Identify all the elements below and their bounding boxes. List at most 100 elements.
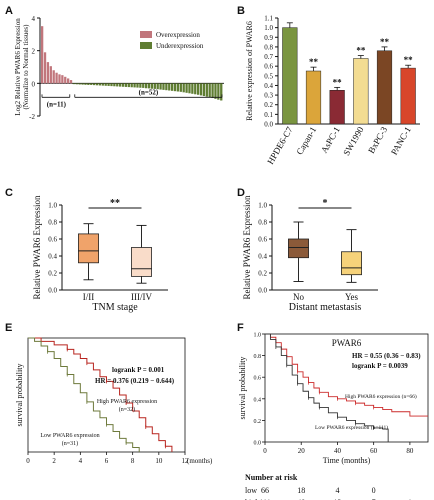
panel-e-x-tick-label: 10 <box>155 457 163 465</box>
panel-c-x-tick-label: III/IV <box>131 292 152 302</box>
panel-e-series-label: Low PWAR6 expression <box>40 433 99 439</box>
panel-e-x-tick-label: 8 <box>131 457 135 465</box>
panel-f-km-curve <box>265 333 389 442</box>
panel-a-bar <box>133 83 136 88</box>
panel-a-legend-label: Overexpression <box>156 31 200 39</box>
panel-a-bar <box>67 78 70 84</box>
panel-d-y-label: Relative PWAR6 Expression <box>242 195 252 299</box>
panel-f-risk-value: 18 <box>297 486 305 495</box>
panel-e-km-curve <box>28 337 173 452</box>
panel-a-bar <box>147 83 151 89</box>
panel-f-x-tick-label: 0 <box>263 447 267 455</box>
panel-label-e: E <box>5 322 12 334</box>
panel-a-bar <box>81 83 84 85</box>
panel-b: 0.0 0.1 0.20.3 0.4 0.50.6 0.7 0.80.9 1.01.1 HPDE… <box>245 15 420 166</box>
panel-f-series-label: High PWAR6 expression (n=66) <box>345 393 417 400</box>
panel-a-bar <box>185 83 188 93</box>
panel-e-stat: HR = 0.376 (0.219 − 0.644) <box>95 377 175 385</box>
panel-a-bar <box>78 83 81 85</box>
panel-c-box <box>131 247 152 277</box>
panel-a-bar <box>156 83 159 90</box>
panel-c-y-tick-label: 0.8 <box>48 219 57 227</box>
panel-a-bar <box>127 83 130 88</box>
panel-a-bar <box>64 76 67 84</box>
panel-a-legend-swatch <box>140 42 152 49</box>
panel-a-bar <box>176 83 180 92</box>
panel-b-y-tick-label: 0.6 <box>264 63 273 71</box>
panel-e: 0 2 4 6 8 10 12(months) survival probability log… <box>15 337 213 465</box>
panel-b-x-tick-label: BxPC-3 <box>366 125 389 156</box>
panel-a-bar <box>55 72 58 84</box>
panel-a-bar <box>171 83 174 91</box>
panel-c-x-tick-label: I/II <box>83 292 95 302</box>
panel-c-x-label: TNM stage <box>92 302 138 313</box>
panel-a-bar <box>188 83 191 94</box>
panel-b-significance: ** <box>356 46 366 56</box>
panel-c-y-tick-label: 0.6 <box>48 236 57 244</box>
panel-a-y-label: (Normalize to Normal tissues) <box>22 24 30 110</box>
panel-f-y-tick-label: 0.0 <box>254 441 262 447</box>
panel-c-y-tick-label: 0.0 <box>48 287 57 295</box>
panel-a-y-tick-label: 2 <box>32 48 36 56</box>
panel-a-bar <box>136 83 139 88</box>
panel-f-frame <box>264 333 429 443</box>
panel-a-bar <box>130 83 133 88</box>
panel-a-bar <box>214 83 217 99</box>
panel-a-bar <box>211 83 214 99</box>
panel-e-x-tick-label: 12 <box>182 457 190 465</box>
panel-a-bar <box>182 83 185 93</box>
panel-a-bar <box>116 83 119 87</box>
panel-b-y-tick-label: 0.3 <box>264 92 273 100</box>
panel-a-bar <box>168 83 171 91</box>
panel-label-a: A <box>5 5 13 17</box>
panel-a-bar <box>153 83 156 89</box>
panel-b-bar <box>282 27 298 125</box>
panel-f-x-label: Time (months) <box>323 456 371 465</box>
panel-e-y-label: survival probability <box>15 364 24 427</box>
panel-a-bar <box>69 80 73 84</box>
panel-c-y-tick-label: 1.0 <box>48 202 57 210</box>
panel-f-risk-value: 13 <box>333 498 341 500</box>
panel-e-series-n: (n=32) <box>119 406 135 413</box>
panel-label-b: B <box>237 5 245 17</box>
panel-e-x-label: (months) <box>187 457 213 465</box>
panel-b-y-tick-label: 0.1 <box>264 111 273 119</box>
panel-e-x-tick-label: 4 <box>79 457 83 465</box>
panel-a-bar <box>124 83 128 87</box>
panel-a-bar <box>101 83 104 86</box>
panel-label-f: F <box>237 322 244 334</box>
panel-b-bar <box>376 50 393 125</box>
panel-b-x-tick-label: SW1990 <box>341 125 366 158</box>
panel-e-series-label: High PWAR6 expression <box>97 399 157 405</box>
panel-a-bar <box>43 52 47 84</box>
panel-a-bar <box>217 83 220 100</box>
panel-b-y-tick-label: 1.1 <box>264 15 273 23</box>
panel-e-x-tick-label: 6 <box>105 457 109 465</box>
panel-f-risk-row-label: low <box>245 486 257 495</box>
panel-a: -2 0 2 4 (n=11) (n=52) Overexpression Underexpr… <box>14 15 224 121</box>
panel-c-box <box>78 233 99 264</box>
panel-a-bar <box>220 83 223 101</box>
panel-f-y-label: survival probability <box>238 357 247 420</box>
panel-f-x-tick-label: 40 <box>334 447 342 455</box>
panel-a-bar <box>46 62 50 84</box>
panel-a-y-label: Log2 Relative PWAR6 Expression <box>14 18 22 116</box>
panel-a-bar <box>113 83 116 87</box>
panel-b-y-tick-label: 0.2 <box>264 101 273 109</box>
panel-b-y-tick-label: 0.8 <box>264 43 273 51</box>
panel-d: 0.0 0.2 0.4 0.6 0.8 1.0 No Yes * Distant metastas… <box>242 195 378 313</box>
panel-f-stat: logrank P = 0.0039 <box>352 362 408 370</box>
panel-b-x-tick-label: Capan-1 <box>294 125 318 156</box>
panel-a-bar <box>52 70 55 84</box>
panel-f-y-tick-label: 0.6 <box>254 376 262 382</box>
panel-b-y-tick-label: 0.0 <box>264 121 273 129</box>
panel-a-bar <box>150 83 154 89</box>
panel-b-significance: ** <box>404 55 414 65</box>
panel-a-bar <box>98 83 102 86</box>
panel-b-y-tick-label: 0.5 <box>264 72 273 80</box>
panel-a-bar <box>119 83 122 87</box>
panel-b-y-tick-label: 0.4 <box>264 82 273 90</box>
panel-a-bar <box>173 83 177 92</box>
panel-b-significance: ** <box>380 37 390 47</box>
